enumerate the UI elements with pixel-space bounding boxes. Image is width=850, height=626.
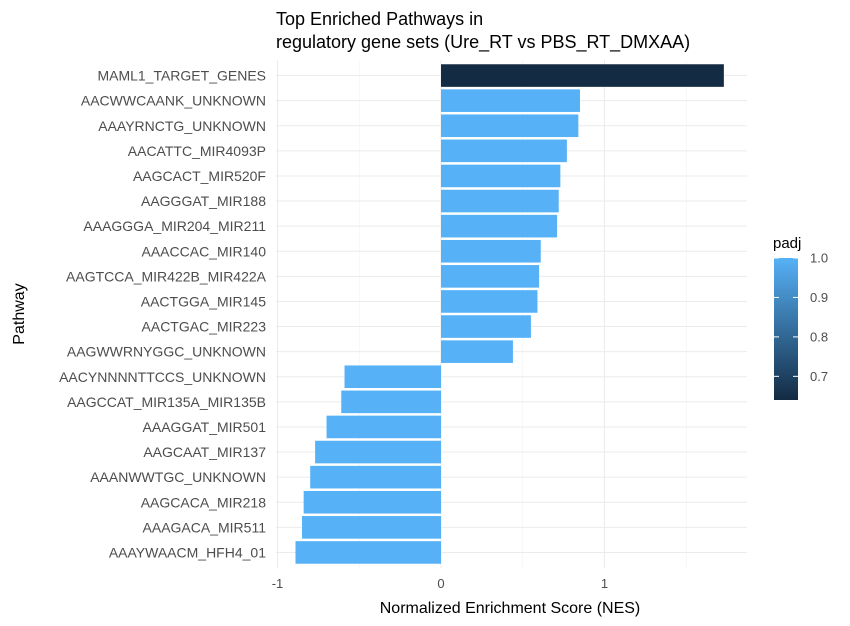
bar-aagtcca-mir422b-mir422a — [441, 265, 540, 288]
bars — [295, 64, 724, 564]
category-label: AAGTCCA_MIR422B_MIR422A — [66, 268, 267, 284]
category-label: AAAYRNCTG_UNKNOWN — [98, 118, 266, 134]
category-label: AACTGGA_MIR145 — [141, 293, 266, 309]
category-label: AAGGGAT_MIR188 — [141, 193, 266, 209]
category-label: AAANWWTGC_UNKNOWN — [90, 469, 266, 485]
category-label: AAGWWRNYGGC_UNKNOWN — [67, 344, 266, 360]
bar-aagggat-mir188 — [441, 189, 559, 213]
bar-aaanwwtgc-unknown — [310, 465, 441, 489]
bar-aagcaca-mir218 — [303, 490, 441, 514]
category-label: AAGCAAT_MIR137 — [143, 444, 266, 460]
bar-aagccat-mir135a-mir135b — [341, 390, 441, 414]
category-label: AAACCAC_MIR140 — [142, 243, 267, 259]
bar-aaaywaacm-hfh4-01 — [295, 541, 441, 564]
category-label: AAGCCAT_MIR135A_MIR135B — [67, 394, 266, 410]
bar-aagcact-mir520f — [441, 164, 561, 188]
chart-title-line-1: Top Enriched Pathways in — [276, 9, 483, 29]
legend: padj 0.7 0.8 0.9 1.0 — [773, 235, 828, 400]
category-labels: MAML1_TARGET_GENES AACWWCAANK_UNKNOWN AAAY… — [59, 68, 267, 561]
bar-aacynnnnttccs-unknown — [344, 365, 441, 389]
bar-aagwwrnyggc-unknown — [441, 340, 513, 363]
bar-maml1-target-genes — [441, 64, 724, 87]
legend-title: padj — [773, 235, 801, 252]
category-label: AAAYWAACM_HFH4_01 — [109, 544, 266, 560]
category-label: AAAGGGA_MIR204_MIR211 — [83, 218, 266, 234]
category-label: AACYNNNNTTCCS_UNKNOWN — [59, 369, 266, 385]
category-label: AACTGAC_MIR223 — [142, 319, 267, 335]
bar-aactgga-mir145 — [441, 290, 538, 313]
category-label: MAML1_TARGET_GENES — [97, 68, 266, 84]
x-tick-label: -1 — [272, 576, 284, 591]
legend-tick-label: 0.7 — [810, 369, 828, 384]
bar-aacattc-mir4093p — [441, 139, 567, 163]
legend-colorbar — [774, 258, 798, 400]
category-label: AAAGACA_MIR511 — [143, 519, 267, 535]
y-axis-title: Pathway — [11, 283, 28, 344]
x-tick-labels: -1 0 1 — [272, 576, 608, 591]
bar-aaaccac-mir140 — [441, 239, 541, 263]
bar-aagcaat-mir137 — [315, 440, 441, 464]
category-label: AACWWCAANK_UNKNOWN — [81, 93, 266, 109]
legend-ticks: 0.7 0.8 0.9 1.0 — [774, 251, 828, 384]
x-axis-title: Normalized Enrichment Score (NES) — [380, 600, 641, 617]
category-label: AAAGGAT_MIR501 — [143, 419, 267, 435]
bar-aaayrnctg-unknown — [441, 114, 579, 138]
bar-aaaggat-mir501 — [326, 415, 441, 439]
legend-tick-label: 0.9 — [810, 290, 828, 305]
x-tick-label: 1 — [601, 576, 608, 591]
bar-aactgac-mir223 — [441, 315, 531, 338]
legend-tick-label: 0.8 — [810, 329, 828, 344]
category-label: AAGCACT_MIR520F — [133, 168, 266, 184]
chart-title-line-2: regulatory gene sets (Ure_RT vs PBS_RT_D… — [276, 32, 690, 53]
legend-tick-label: 1.0 — [810, 251, 828, 266]
category-label: AACATTC_MIR4093P — [128, 143, 266, 159]
bar-aaaggga-mir204-mir211 — [441, 214, 558, 238]
bar-aaagaca-mir511 — [302, 516, 441, 539]
bar-aacwwcaank-unknown — [441, 89, 580, 112]
x-tick-label: 0 — [437, 576, 444, 591]
category-label: AAGCACA_MIR218 — [141, 494, 266, 510]
